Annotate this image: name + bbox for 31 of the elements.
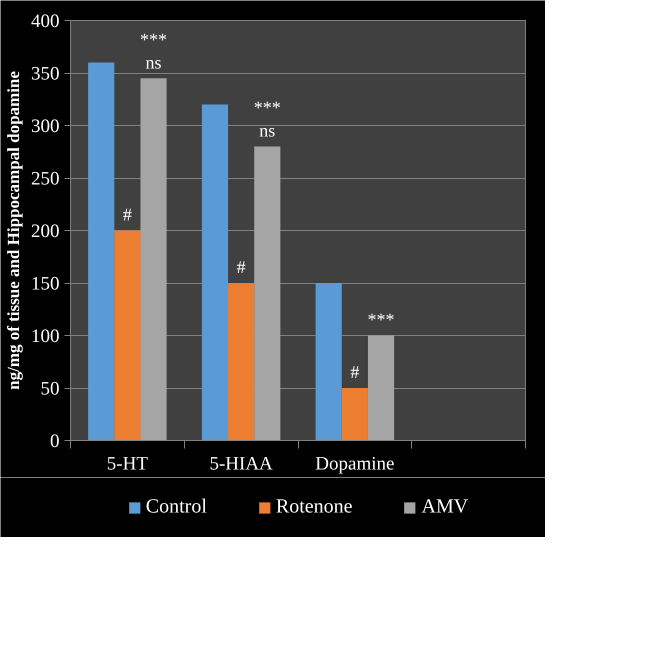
bar: [368, 336, 394, 440]
legend-label: AMV: [422, 496, 468, 518]
data-label: #: [236, 257, 246, 277]
y-axis-title: ng/mg of tissue and Hippocampal dopamine: [4, 70, 23, 390]
bar: [114, 230, 140, 440]
x-tick-label: Dopamine: [315, 454, 394, 474]
bar: [316, 283, 342, 440]
bar: [88, 62, 114, 440]
data-label: #: [350, 362, 360, 382]
y-tick-label: 0: [50, 431, 60, 452]
legend-label: Control: [146, 496, 207, 518]
y-tick-label: 300: [31, 116, 60, 137]
bar: [202, 104, 228, 440]
bar: [254, 146, 280, 440]
x-tick-label: 5-HIAA: [209, 454, 274, 474]
bar: [342, 388, 368, 440]
y-tick-label: 100: [31, 326, 60, 347]
legend-label: Rotenone: [276, 496, 353, 518]
y-tick-label: 250: [31, 168, 60, 190]
data-label: *** ns: [140, 29, 168, 72]
x-tick-label: 5-HT: [106, 454, 148, 474]
y-tick-label: 150: [31, 274, 60, 294]
data-label: ***: [368, 310, 395, 330]
bar: [140, 78, 167, 440]
y-tick-label: 200: [31, 221, 60, 242]
data-label: #: [122, 204, 132, 224]
y-tick-label: 350: [31, 64, 60, 84]
y-tick-label: 400: [31, 11, 60, 32]
bar: [228, 283, 254, 440]
y-tick-label: 50: [40, 378, 60, 400]
data-label: *** ns: [254, 98, 281, 140]
